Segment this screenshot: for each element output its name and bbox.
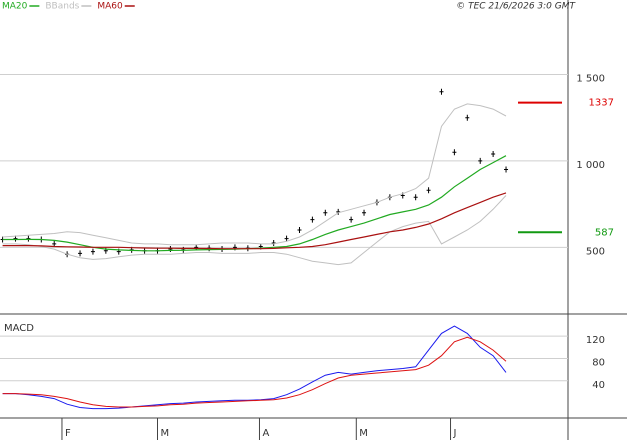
price-bar	[452, 149, 457, 156]
price-bar	[310, 216, 315, 223]
price-bar	[78, 250, 83, 257]
y-tick-label: 1 000	[576, 160, 605, 171]
price-bar	[362, 209, 367, 216]
macd-line	[2, 336, 507, 408]
price-bar	[478, 157, 483, 164]
price-bar	[168, 246, 173, 253]
level-label: 1337	[589, 98, 614, 109]
y-tick-label: 40	[592, 380, 605, 391]
price-bar	[13, 235, 18, 242]
x-tick-label: A	[262, 428, 269, 439]
bband-line	[2, 103, 507, 246]
price-bar	[297, 227, 302, 234]
ma-line	[2, 192, 507, 250]
legend-label: MA60	[97, 2, 123, 12]
price-bar	[426, 187, 431, 194]
price-bar	[26, 235, 31, 242]
copyright: © TEC 21/6/2026 3:0 GMT	[456, 2, 576, 12]
price-bar	[284, 235, 289, 242]
price-bar	[323, 209, 328, 216]
price-bar	[90, 248, 95, 255]
price-bar	[271, 240, 276, 247]
price-bar	[52, 240, 57, 247]
price-bar	[349, 216, 354, 223]
y-tick-label: 80	[592, 357, 605, 368]
bband-line	[2, 195, 507, 266]
y-tick-label: 1 500	[576, 73, 605, 84]
x-tick-label: F	[65, 428, 71, 439]
price-bar	[336, 208, 341, 215]
level-label: 587	[595, 227, 614, 238]
legend-label: BBands	[45, 2, 79, 12]
price-bar	[504, 166, 509, 173]
legend-label: MA20	[2, 2, 28, 12]
x-tick-label: M	[359, 428, 368, 439]
macd-line	[2, 325, 507, 410]
price-bar	[439, 88, 444, 95]
panel-title: MACD	[4, 323, 34, 334]
y-tick-label: 500	[586, 246, 605, 257]
price-bar	[413, 194, 418, 201]
price-bar	[465, 114, 470, 121]
price-bar	[491, 150, 496, 157]
x-tick-label: M	[160, 428, 169, 439]
x-tick-label: J	[453, 428, 457, 439]
y-tick-label: 120	[586, 335, 605, 346]
